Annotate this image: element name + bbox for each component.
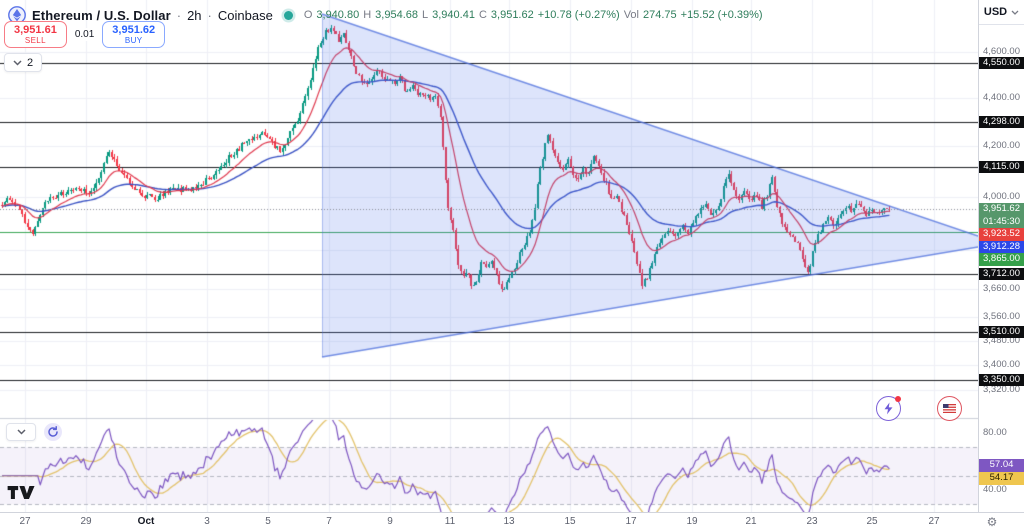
- ohlc-readout: O 3,940.80 H 3,954.68 L 3,940.41 C 3,951…: [304, 9, 763, 21]
- market-status-dot[interactable]: [283, 10, 293, 20]
- low-label: L: [422, 9, 429, 21]
- interval-label[interactable]: 2h: [187, 7, 202, 23]
- close-value: 3,951.62: [490, 9, 534, 21]
- open-label: O: [303, 9, 313, 21]
- ethereum-icon: [8, 6, 26, 24]
- volume-value: 274.75: [642, 9, 677, 21]
- tradingview-logo[interactable]: [6, 484, 36, 506]
- spread-value: 0.01: [69, 28, 100, 41]
- time-axis-label: 5: [265, 516, 271, 527]
- rsi-ma-value-label: 54.17: [979, 472, 1024, 485]
- change-value: +10.78 (+0.27%): [537, 9, 620, 21]
- rsi-axis-label: 80.00: [983, 427, 1007, 438]
- us-flag-icon: [943, 404, 956, 413]
- currency-dropdown[interactable]: USD: [979, 0, 1024, 25]
- time-axis-label: 15: [564, 516, 576, 527]
- price-level-label: 3,510.00: [979, 325, 1024, 339]
- price-level-label: 3,350.00: [979, 373, 1024, 387]
- objects-tree-toggle[interactable]: 2: [4, 53, 42, 72]
- low-value: 3,940.41: [432, 9, 475, 21]
- sell-price: 3,951.61: [14, 24, 57, 36]
- price-level-label: 4,550.00: [979, 56, 1024, 70]
- price-axis-label: 4,000.00: [983, 190, 1020, 202]
- price-axis-label: 3,660.00: [983, 282, 1020, 294]
- time-axis-label: 27: [928, 516, 940, 527]
- volume-label: Vol: [623, 9, 639, 21]
- symbol-title[interactable]: Ethereum / U.S. Dollar: [32, 7, 171, 23]
- time-axis-label: 17: [625, 516, 637, 527]
- price-axis-label: 3,480.00: [983, 334, 1020, 346]
- chevron-down-icon: [13, 59, 22, 66]
- green-level-label: 3,865.00: [979, 253, 1024, 266]
- ma-slow-value-label: 3,912.28: [979, 240, 1024, 254]
- notification-dot: [895, 396, 901, 402]
- exchange-label[interactable]: Coinbase: [217, 7, 273, 23]
- time-axis-label: 11: [444, 516, 456, 527]
- time-axis-label: 29: [80, 516, 92, 527]
- price-axis-label: 4,600.00: [983, 46, 1020, 57]
- time-axis-label: Oct: [137, 516, 155, 527]
- price-level-label: 4,298.00: [979, 115, 1024, 129]
- rsi-value-label: 57.04: [979, 459, 1024, 472]
- price-level-label: 4,115.00: [979, 160, 1024, 174]
- order-panel: 3,951.61 SELL 0.01 3,951.62 BUY: [4, 21, 166, 48]
- indicator-refresh-icon[interactable]: [44, 423, 62, 441]
- price-axis-label: 4,200.00: [983, 140, 1020, 152]
- price-axis-label: 3,400.00: [983, 359, 1020, 370]
- time-axis-label: 9: [387, 516, 393, 527]
- chevron-down-icon: [1011, 10, 1019, 15]
- open-value: 3,940.80: [316, 9, 360, 21]
- time-axis-label: 23: [806, 516, 818, 527]
- close-label: C: [478, 9, 487, 21]
- rsi-axis-label: 40.00: [983, 484, 1007, 495]
- lightning-bolt-icon: [884, 402, 893, 415]
- time-axis-label: 7: [326, 516, 332, 527]
- buy-label: BUY: [124, 36, 143, 45]
- price-chart-canvas[interactable]: [0, 0, 978, 512]
- price-level-label: 3,712.00: [979, 267, 1024, 281]
- time-axis-label: 27: [19, 516, 31, 527]
- price-axis[interactable]: USD 4,600.00 4,400.00 4,200.00 4,000.00 3,66…: [978, 0, 1024, 512]
- separator-dot: ·: [207, 7, 212, 23]
- refresh-arrows-icon: [48, 426, 58, 437]
- time-axis[interactable]: 27 29 Oct 3 5 7 9 11 13 15 17 19 21 23 25 27 ⚙: [0, 512, 1024, 530]
- last-price-label: 3,951.62: [979, 203, 1024, 216]
- time-axis-label: 21: [745, 516, 757, 527]
- objects-count: 2: [26, 56, 34, 69]
- buy-button[interactable]: 3,951.62 BUY: [102, 21, 166, 48]
- indicator-collapse-toggle[interactable]: [6, 423, 36, 441]
- symbol-header: Ethereum / U.S. Dollar · 2h · Coinbase O…: [8, 6, 763, 24]
- lightning-alert-icon[interactable]: [876, 396, 901, 421]
- high-label: H: [363, 9, 372, 21]
- time-axis-label: 25: [866, 516, 878, 527]
- price-axis-label: 3,560.00: [983, 311, 1020, 323]
- sell-button[interactable]: 3,951.61 SELL: [4, 21, 67, 48]
- currency-label: USD: [983, 6, 1008, 18]
- time-axis-label: 19: [686, 516, 698, 527]
- bar-countdown-label: 01:45:30: [979, 215, 1024, 229]
- price-axis-label: 4,400.00: [983, 92, 1020, 104]
- time-axis-label: 13: [503, 516, 515, 527]
- volume-change-value: +15.52 (+0.39%): [680, 9, 763, 21]
- price-axis-label: 3,320.00: [983, 383, 1020, 395]
- high-value: 3,954.68: [375, 9, 418, 21]
- buy-price: 3,951.62: [112, 24, 156, 36]
- time-axis-label: 3: [204, 516, 210, 527]
- axis-settings-gear-icon[interactable]: ⚙: [986, 515, 998, 529]
- separator-dot: ·: [176, 7, 182, 23]
- economic-events-flag-icon[interactable]: [937, 396, 962, 421]
- ma-fast-value-label: 3,923.52: [979, 228, 1024, 241]
- sell-label: SELL: [24, 36, 46, 45]
- chevron-down-icon: [16, 429, 26, 435]
